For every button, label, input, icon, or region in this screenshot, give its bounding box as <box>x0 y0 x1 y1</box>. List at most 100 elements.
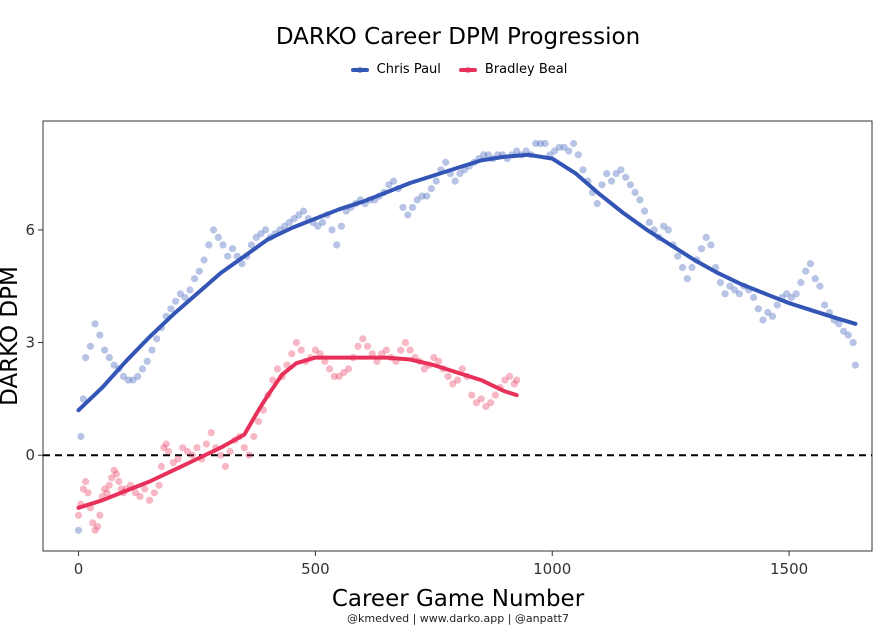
data-point-bradley-beal <box>458 365 466 373</box>
data-point-bradley-beal <box>157 462 165 471</box>
data-point-chris-paul <box>318 218 327 226</box>
legend-key-bradley-beal <box>457 63 479 77</box>
data-point-bradley-beal <box>354 342 362 350</box>
data-point-chris-paul <box>247 241 255 249</box>
data-point-chris-paul <box>299 207 308 215</box>
data-point-chris-paul <box>513 147 521 155</box>
data-point-chris-paul <box>77 432 85 441</box>
data-point-chris-paul <box>328 226 336 234</box>
data-point-bradley-beal <box>330 372 338 380</box>
data-point-chris-paul <box>551 147 559 155</box>
legend-item-chris-paul: Chris Paul <box>349 62 441 77</box>
data-point-chris-paul <box>172 297 180 305</box>
data-point-chris-paul <box>285 218 293 226</box>
y-tick-label: 0 <box>25 446 35 464</box>
data-point-bradley-beal <box>401 339 409 347</box>
data-point-bradley-beal <box>136 492 144 501</box>
data-point-chris-paul <box>764 308 772 317</box>
data-point-bradley-beal <box>254 417 263 425</box>
points-group <box>74 139 860 534</box>
data-point-chris-paul <box>560 143 568 151</box>
caption: @kmedved | www.darko.app | @anpatt7 <box>347 612 569 625</box>
data-point-chris-paul <box>101 346 109 354</box>
data-point-chris-paul <box>536 139 545 148</box>
data-point-bradley-beal <box>245 451 253 459</box>
data-point-bradley-beal <box>406 346 414 354</box>
data-point-chris-paul <box>678 263 687 272</box>
data-point-bradley-beal <box>316 350 324 358</box>
data-point-chris-paul <box>721 290 729 298</box>
data-point-bradley-beal <box>368 350 376 358</box>
data-point-chris-paul <box>399 203 407 211</box>
data-point-chris-paul <box>574 151 582 159</box>
data-point-chris-paul <box>726 282 734 290</box>
data-point-chris-paul <box>138 365 147 373</box>
data-point-chris-paul <box>598 181 606 189</box>
data-point-bradley-beal <box>150 489 158 497</box>
data-point-chris-paul <box>451 177 459 185</box>
data-point-chris-paul <box>754 305 762 313</box>
data-point-chris-paul <box>427 185 435 193</box>
data-point-chris-paul <box>191 275 199 283</box>
data-point-bradley-beal <box>160 444 168 452</box>
data-point-chris-paul <box>389 177 398 185</box>
data-point-bradley-beal <box>162 440 170 448</box>
data-point-chris-paul <box>110 361 118 369</box>
data-point-bradley-beal <box>183 447 192 456</box>
data-point-bradley-beal <box>335 372 343 380</box>
data-point-chris-paul <box>209 226 218 234</box>
data-point-chris-paul <box>683 275 691 283</box>
data-point-chris-paul <box>262 226 270 234</box>
data-point-chris-paul <box>607 177 616 185</box>
trend-group <box>76 152 858 510</box>
data-point-bradley-beal <box>292 339 300 347</box>
data-point-bradley-beal <box>344 365 353 373</box>
y-tick-label: 3 <box>25 334 35 352</box>
data-point-chris-paul <box>802 267 810 275</box>
data-point-chris-paul <box>626 181 635 189</box>
data-point-bradley-beal <box>340 369 348 377</box>
data-point-bradley-beal <box>468 391 476 399</box>
data-point-bradley-beal <box>74 511 83 519</box>
data-point-bradley-beal <box>487 399 495 407</box>
legend-key-chris-paul <box>349 63 371 77</box>
data-point-bradley-beal <box>435 357 443 365</box>
data-point-chris-paul <box>219 241 227 249</box>
x-tick-label: 1000 <box>533 560 571 578</box>
data-point-bradley-beal <box>146 496 154 504</box>
data-point-chris-paul <box>849 339 857 347</box>
data-point-chris-paul <box>688 263 696 272</box>
data-point-chris-paul <box>224 252 232 260</box>
data-point-chris-paul <box>252 233 260 241</box>
data-point-chris-paul <box>816 282 824 290</box>
data-point-chris-paul <box>707 241 715 249</box>
data-point-bradley-beal <box>397 346 405 354</box>
data-point-chris-paul <box>432 177 440 185</box>
data-point-chris-paul <box>603 170 611 178</box>
data-point-chris-paul <box>844 331 852 339</box>
axes-group: 0 500 1000 1500 0 3 6 <box>25 221 808 578</box>
data-point-chris-paul <box>759 316 767 324</box>
data-point-bradley-beal <box>453 376 462 384</box>
data-point-chris-paul <box>148 346 156 354</box>
data-point-chris-paul <box>186 286 194 294</box>
data-point-chris-paul <box>541 139 549 148</box>
data-point-bradley-beal <box>164 447 173 456</box>
data-point-bradley-beal <box>501 376 509 384</box>
data-point-bradley-beal <box>155 481 163 489</box>
data-point-chris-paul <box>664 226 672 234</box>
y-tick-label: 6 <box>25 221 35 239</box>
x-tick-label: 0 <box>74 560 84 578</box>
data-point-chris-paul <box>835 320 843 328</box>
data-point-chris-paul <box>792 290 800 298</box>
data-point-bradley-beal <box>363 342 372 350</box>
data-point-chris-paul <box>821 301 829 309</box>
trend-line-chris-paul <box>76 152 858 413</box>
data-point-chris-paul <box>783 290 791 298</box>
data-point-chris-paul <box>593 200 601 208</box>
chart-title: DARKO Career DPM Progression <box>275 24 641 50</box>
data-point-chris-paul <box>480 151 488 159</box>
panel-border <box>42 120 873 552</box>
data-point-bradley-beal <box>93 523 102 531</box>
